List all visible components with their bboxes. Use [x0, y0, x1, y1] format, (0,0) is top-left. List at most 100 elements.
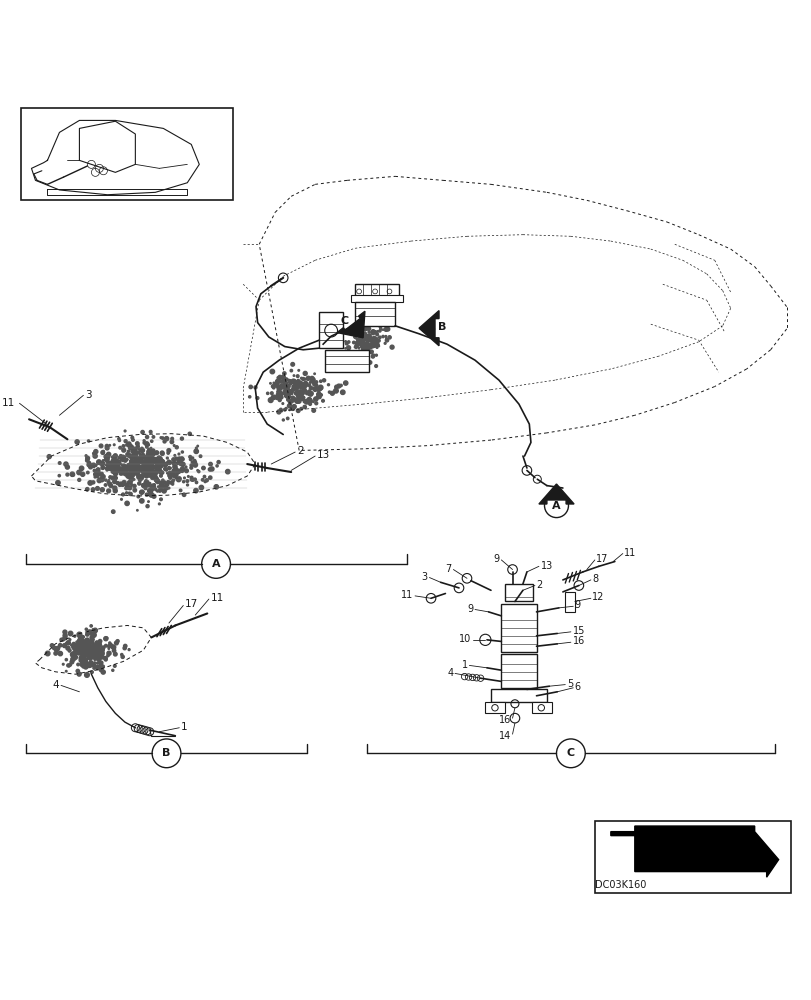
Circle shape [67, 664, 70, 667]
Circle shape [54, 652, 58, 655]
Circle shape [113, 486, 117, 490]
Circle shape [166, 457, 168, 459]
Circle shape [291, 388, 294, 391]
Circle shape [127, 464, 132, 468]
Bar [564, 592, 574, 612]
Circle shape [106, 452, 110, 456]
Circle shape [296, 394, 299, 398]
Circle shape [388, 336, 391, 339]
Circle shape [160, 498, 162, 501]
Circle shape [147, 455, 149, 458]
Circle shape [349, 332, 351, 334]
Circle shape [91, 655, 94, 658]
Circle shape [140, 474, 144, 478]
Circle shape [161, 437, 164, 439]
Circle shape [143, 472, 145, 473]
Circle shape [111, 510, 115, 513]
Circle shape [143, 469, 146, 472]
Circle shape [283, 386, 286, 389]
Circle shape [367, 346, 370, 350]
Circle shape [167, 452, 169, 454]
Circle shape [116, 482, 119, 485]
Circle shape [104, 657, 107, 660]
Circle shape [362, 332, 363, 334]
Circle shape [113, 471, 117, 475]
Circle shape [77, 663, 79, 666]
Circle shape [88, 645, 92, 648]
Circle shape [149, 430, 152, 433]
Circle shape [124, 471, 128, 475]
Circle shape [375, 354, 377, 356]
Circle shape [113, 455, 117, 459]
Circle shape [163, 482, 165, 484]
Circle shape [99, 461, 102, 465]
Circle shape [188, 432, 191, 435]
Circle shape [94, 648, 96, 650]
Circle shape [290, 390, 294, 393]
Circle shape [311, 409, 315, 412]
Circle shape [147, 450, 149, 453]
Circle shape [130, 469, 133, 473]
Circle shape [72, 474, 75, 476]
Circle shape [131, 459, 133, 461]
Circle shape [92, 644, 96, 647]
Circle shape [87, 651, 91, 655]
Circle shape [105, 467, 109, 470]
Circle shape [172, 463, 174, 465]
Circle shape [114, 444, 115, 446]
Circle shape [123, 465, 127, 469]
Circle shape [111, 459, 114, 463]
Circle shape [145, 474, 147, 476]
Circle shape [174, 457, 178, 460]
Circle shape [371, 330, 375, 334]
Circle shape [118, 482, 122, 486]
Circle shape [359, 338, 363, 342]
Circle shape [182, 458, 184, 461]
Circle shape [151, 491, 152, 493]
Circle shape [296, 395, 298, 396]
Circle shape [92, 650, 97, 655]
Circle shape [174, 455, 175, 456]
Circle shape [100, 461, 105, 466]
Circle shape [113, 480, 116, 484]
Circle shape [358, 329, 361, 332]
Circle shape [197, 445, 198, 447]
Circle shape [307, 390, 311, 393]
Circle shape [159, 469, 161, 472]
Circle shape [84, 650, 86, 652]
Circle shape [333, 388, 338, 393]
Circle shape [138, 448, 140, 450]
Circle shape [87, 647, 90, 650]
Circle shape [363, 334, 367, 337]
Circle shape [152, 457, 155, 460]
Circle shape [366, 340, 369, 342]
Circle shape [340, 384, 341, 387]
Circle shape [150, 467, 153, 471]
Circle shape [86, 644, 89, 646]
Circle shape [123, 459, 127, 462]
Circle shape [114, 476, 118, 480]
Circle shape [126, 467, 127, 468]
Circle shape [131, 439, 134, 441]
Circle shape [130, 445, 133, 448]
Circle shape [378, 336, 380, 339]
Circle shape [99, 661, 103, 665]
Circle shape [121, 458, 125, 462]
Circle shape [76, 647, 78, 649]
Circle shape [109, 643, 112, 647]
Circle shape [168, 487, 169, 489]
Circle shape [293, 387, 294, 389]
Circle shape [79, 658, 83, 662]
Circle shape [315, 384, 317, 386]
Circle shape [90, 640, 92, 643]
Circle shape [171, 473, 175, 477]
Circle shape [345, 342, 348, 345]
Circle shape [149, 469, 153, 472]
Circle shape [174, 468, 176, 471]
Circle shape [298, 395, 301, 398]
Circle shape [191, 478, 194, 481]
Circle shape [141, 484, 145, 487]
Circle shape [281, 375, 285, 379]
Circle shape [375, 338, 377, 339]
Circle shape [98, 648, 101, 650]
